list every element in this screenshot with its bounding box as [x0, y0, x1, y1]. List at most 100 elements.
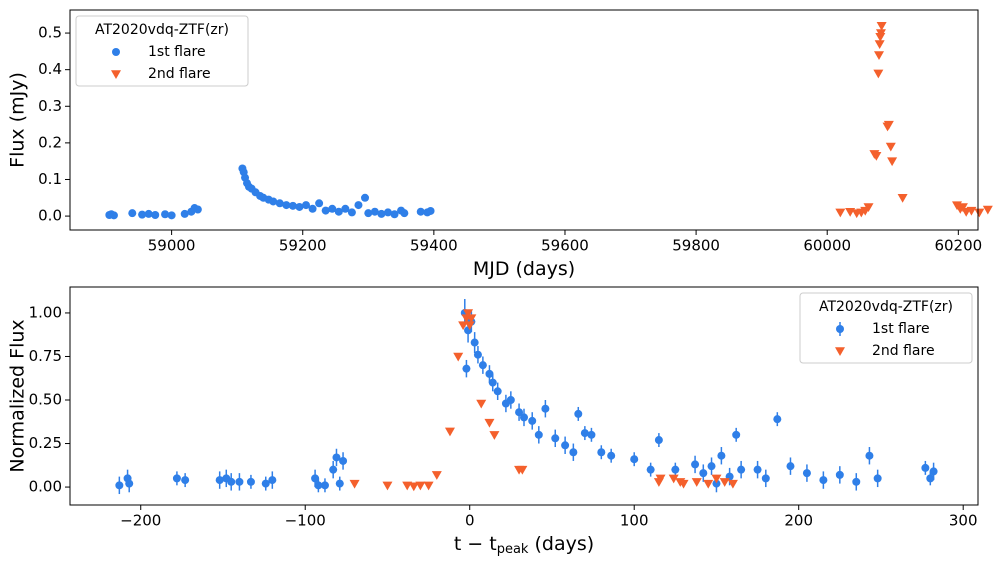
point — [382, 481, 393, 491]
point — [654, 436, 663, 445]
point — [852, 477, 861, 486]
legend-label: 2nd flare — [148, 66, 211, 82]
legend-box — [799, 292, 973, 364]
y-tick-label: 0.0 — [38, 207, 62, 225]
point — [727, 479, 738, 489]
point — [295, 202, 304, 211]
point — [308, 204, 317, 213]
point — [246, 477, 255, 486]
point — [691, 460, 700, 469]
plot-frame — [69, 9, 979, 231]
y-tick-label: 0.4 — [38, 60, 62, 78]
point — [444, 427, 455, 437]
y-axis-label: Normalized Flux — [7, 319, 29, 472]
point — [341, 204, 350, 213]
legend-label: 1st flare — [148, 44, 206, 60]
point — [668, 474, 679, 484]
point — [732, 430, 741, 439]
point — [235, 477, 244, 486]
point — [335, 479, 344, 488]
point — [364, 209, 373, 218]
point — [974, 208, 985, 218]
x-tick-label: 59400 — [410, 237, 458, 255]
point — [488, 378, 497, 387]
point — [534, 430, 543, 439]
point — [462, 364, 471, 373]
point — [415, 481, 426, 491]
point — [871, 151, 882, 161]
point — [431, 471, 442, 480]
point — [607, 451, 616, 460]
legend-marker — [111, 70, 121, 79]
x-tick-label: 59600 — [541, 237, 589, 255]
legend-title: AT2020vdq-ZTF(zr) — [95, 22, 229, 38]
point — [321, 206, 330, 215]
point — [929, 467, 938, 476]
point — [383, 208, 392, 217]
point — [517, 465, 528, 475]
x-tick-label: 60000 — [803, 237, 851, 255]
x-tick-label: 60200 — [934, 237, 982, 255]
point — [897, 194, 908, 203]
point — [311, 474, 320, 483]
point — [699, 469, 708, 478]
y-tick-label: 0.3 — [38, 97, 62, 115]
point — [655, 474, 666, 484]
point — [966, 206, 977, 216]
point — [691, 478, 702, 487]
point — [863, 203, 874, 212]
x-axis-label: MJD (days) — [473, 258, 575, 280]
point — [215, 476, 224, 485]
point — [646, 465, 655, 474]
y-tick-label: 1.00 — [29, 303, 62, 321]
point — [835, 470, 844, 479]
point — [712, 479, 721, 488]
point — [426, 206, 435, 215]
point — [887, 157, 898, 167]
point — [332, 453, 341, 462]
point — [773, 415, 782, 424]
point — [489, 431, 500, 440]
point — [314, 481, 323, 490]
point — [172, 474, 181, 483]
point — [320, 481, 329, 490]
legend-label: 1st flare — [872, 321, 930, 337]
point — [711, 474, 722, 484]
y-tick-label: 0.1 — [38, 170, 62, 188]
legend-marker — [836, 325, 844, 333]
x-axis-label: t − tpeak (days) — [454, 533, 594, 557]
point — [151, 210, 160, 219]
point — [819, 476, 828, 485]
plot-frame — [69, 286, 979, 506]
x-axis-label-part: MJD (days) — [473, 258, 575, 280]
point — [876, 21, 887, 31]
point — [703, 479, 714, 489]
point — [885, 142, 896, 152]
point — [458, 321, 469, 331]
point — [753, 465, 762, 474]
point — [551, 434, 560, 443]
point — [408, 482, 419, 492]
point — [761, 474, 770, 483]
point — [464, 321, 475, 331]
point — [354, 201, 363, 210]
point — [138, 210, 147, 219]
point — [671, 465, 680, 474]
legend-title: AT2020vdq-ZTF(zr) — [819, 299, 953, 315]
legend-label: 2nd flare — [872, 343, 935, 359]
x-tick-label: 0 — [465, 512, 475, 530]
point — [921, 463, 930, 472]
y-tick-label: 0.2 — [38, 133, 62, 151]
point — [109, 211, 118, 220]
x-tick-label: 100 — [620, 512, 649, 530]
point — [587, 430, 596, 439]
y-tick-label: 0.75 — [29, 347, 62, 365]
point — [329, 465, 338, 474]
point — [125, 479, 134, 488]
point — [227, 477, 236, 486]
point — [865, 451, 874, 460]
point — [377, 209, 386, 218]
point — [315, 199, 324, 208]
y-tick-label: 0.5 — [38, 24, 62, 42]
